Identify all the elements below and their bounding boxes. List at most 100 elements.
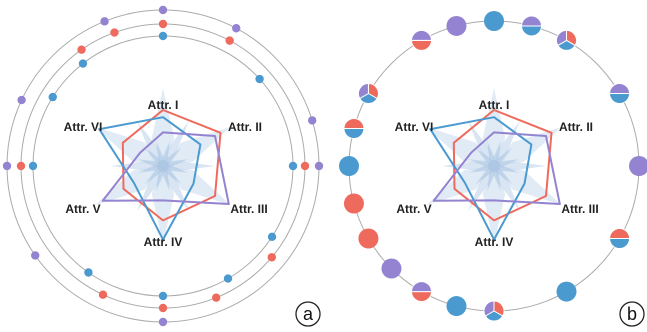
- marker-dot-red: [77, 45, 86, 54]
- marker-slice-red: [609, 228, 631, 239]
- marker-dot-red: [158, 19, 168, 29]
- radar-series-blue: [98, 116, 202, 241]
- marker-dot-purple: [314, 161, 324, 171]
- marker-slice-blue: [556, 281, 577, 302]
- marker-dot-red: [225, 36, 234, 45]
- glyph-petal: [144, 147, 163, 166]
- marker-dot-red: [267, 253, 276, 262]
- marker-pie: [609, 228, 631, 249]
- marker-slice-purple: [609, 83, 631, 94]
- marker-slice-red: [358, 228, 379, 249]
- glyph-petal: [144, 166, 163, 185]
- marker-slice-blue: [339, 156, 359, 176]
- attribute-label-6: Attr. VI: [395, 120, 434, 134]
- glyph-spike: [163, 166, 189, 212]
- marker-dot-purple: [31, 251, 40, 260]
- glyph-petal: [475, 166, 494, 185]
- marker-dot-blue: [158, 31, 168, 41]
- marker-slice-red: [410, 291, 433, 303]
- glyph-petal: [487, 166, 495, 192]
- marker-dot-purple: [158, 317, 168, 327]
- attribute-label-1: Attr. I: [148, 98, 179, 112]
- marker-pie: [358, 228, 379, 249]
- glyph-petal: [468, 159, 494, 167]
- marker-dot-blue: [84, 268, 93, 277]
- radar-series-red: [121, 109, 222, 222]
- glyph-petal: [493, 166, 501, 192]
- marker-pie: [484, 11, 504, 31]
- marker-slice-blue: [521, 25, 543, 37]
- glyph-lobe: [95, 166, 163, 205]
- marker-slice-purple: [381, 258, 402, 279]
- marker-slice-blue: [343, 127, 365, 139]
- panel-label-circle: [295, 301, 321, 327]
- glyph-lobe: [426, 127, 494, 166]
- marker-slice-purple: [556, 29, 567, 47]
- marker-dot-red: [16, 161, 26, 171]
- glyph-petal: [163, 159, 189, 167]
- attribute-label-4: Attr. IV: [144, 235, 183, 249]
- attribute-label-6: Attr. VI: [64, 120, 103, 134]
- marker-dot-purple: [232, 24, 241, 33]
- marker-dot-red: [158, 303, 168, 313]
- marker-dot-blue: [223, 274, 233, 283]
- glyph-petal: [468, 165, 494, 173]
- panel-label-circle: [619, 301, 645, 327]
- attribute-label-3: Attr. III: [561, 202, 598, 216]
- marker-slice-red: [343, 117, 365, 129]
- glyph-lobe: [95, 127, 163, 166]
- marker-pie: [381, 258, 402, 279]
- glyph-petal: [156, 140, 164, 166]
- attribute-label-4: Attr. IV: [475, 235, 514, 249]
- marker-pie: [556, 281, 577, 302]
- marker-slice-purple: [357, 82, 369, 100]
- marker-slice-blue: [446, 296, 467, 317]
- marker-slice-blue: [609, 93, 631, 104]
- attribute-label-5: Attr. V: [396, 202, 431, 216]
- attribute-label-2: Attr. II: [228, 120, 262, 134]
- glyph-petal: [487, 140, 495, 166]
- panel-label: a: [303, 304, 314, 324]
- radar-series-purple: [101, 131, 230, 205]
- glyph-petal: [137, 165, 163, 173]
- panel-a: Attr. I Attr. II Attr. III Attr. IV Attr. V A…: [2, 5, 324, 327]
- marker-slice-purple: [521, 15, 543, 27]
- marker-slice-blue: [484, 11, 504, 31]
- glyph-lobe: [426, 166, 494, 205]
- panel-label: b: [627, 304, 637, 324]
- attribute-label-2: Attr. II: [559, 120, 593, 134]
- glyph-petal: [163, 165, 189, 173]
- panel-b: Attr. I Attr. II Attr. III Attr. IV Attr. V A…: [339, 11, 647, 327]
- marker-dot-blue: [158, 291, 168, 301]
- marker-pie: [357, 82, 379, 104]
- marker-dot-red: [211, 293, 221, 302]
- glyph-petal: [156, 166, 164, 192]
- radar-series-blue: [429, 116, 533, 241]
- attribute-label-5: Attr. V: [65, 202, 100, 216]
- glyph-petal: [162, 166, 170, 192]
- attribute-label-1: Attr. I: [479, 98, 510, 112]
- marker-pie: [609, 83, 631, 104]
- glyph-lobe: [494, 166, 562, 205]
- marker-pie: [339, 156, 359, 176]
- glyph-spike: [494, 166, 520, 212]
- radar-series-red: [452, 109, 553, 222]
- marker-slice-purple: [446, 15, 467, 36]
- marker-dot-purple: [17, 95, 26, 105]
- marker-dot-blue: [267, 232, 277, 242]
- glyph-petal: [162, 140, 170, 166]
- marker-dot-purple: [100, 17, 109, 26]
- glyph-petal: [163, 147, 182, 166]
- glyph-core: [157, 160, 169, 172]
- marker-pie: [556, 29, 577, 51]
- marker-pie: [521, 15, 543, 37]
- marker-dot-red: [98, 290, 108, 299]
- attribute-label-3: Attr. III: [230, 202, 267, 216]
- marker-pie: [629, 156, 647, 176]
- marker-dot-purple: [2, 161, 12, 171]
- glyph-petal: [494, 147, 513, 166]
- marker-pie: [343, 193, 364, 214]
- marker-dot-blue: [255, 74, 264, 84]
- glyph-core: [488, 160, 500, 172]
